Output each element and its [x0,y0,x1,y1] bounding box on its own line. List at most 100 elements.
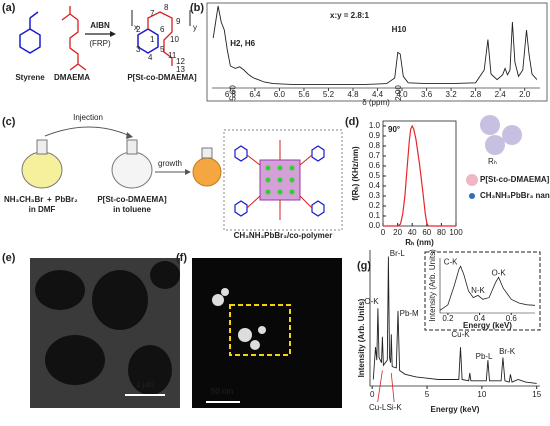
x-tick-label: 0 [381,228,386,237]
atom-label: 12 [176,57,185,66]
label: Injection [73,113,103,122]
y-tick-label: 0.7 [369,151,381,160]
x-tick-label: 0 [370,390,375,399]
integral: 2.00 [394,85,403,101]
y-tick-label: 0.9 [369,131,381,140]
subscript: y [193,23,197,32]
plot-frame [382,120,457,227]
x-axis-label: Rₕ (nm) [405,238,434,247]
x-tick-label: 6.4 [249,90,261,99]
x-tick-label: 40 [408,228,417,237]
scheme-a [19,6,191,71]
panel-label: (d) [345,116,359,128]
x-tick-label: 10 [477,390,486,399]
y-tick-label: 0.8 [369,141,381,150]
x-tick-label: 20 [393,228,402,237]
y-axis-label: Intensity (Arb. Units) [357,298,366,377]
atom-label: 11 [168,51,177,60]
spectrum [372,256,537,384]
y-tick-label: 0.1 [369,211,381,220]
label: in toluene [113,205,151,214]
x-tick-label: 6.8 [225,90,237,99]
atom-label: 2 [136,25,141,34]
annotation: 90° [388,125,400,134]
label: CH₃NH₃PbBr₃/co-polymer [234,231,333,240]
peak-label: C-K [444,258,458,267]
x-tick-label: 4.8 [347,90,359,99]
atom-label: 8 [164,3,169,12]
peak-label: Si-K [387,403,403,412]
label: DMAEMA [54,73,90,82]
label: P[St-co-DMAEMA] [127,73,197,82]
x-tick-label: 60 [422,228,431,237]
panel-label: (a) [2,2,16,14]
peak-label: Cu-K [451,330,470,339]
x-tick-label: 2.0 [519,90,531,99]
panel-label: (f) [176,252,187,264]
peak-label: O-K [364,297,379,306]
subscript: x [134,23,138,32]
y-tick-label: 0.4 [369,181,381,190]
label: in DMF [29,205,56,214]
x-axis-label: δ (ppm) [362,98,390,107]
x-tick-label: 6.0 [274,90,286,99]
label: PbBr₂ [55,195,78,204]
inset-axes [439,258,535,314]
x-tick-label: 2.4 [495,90,507,99]
x-tick-label: 3.6 [421,90,433,99]
x-tick-label: 0.2 [442,314,454,323]
panel-label: (g) [357,260,371,272]
tem-holes [35,261,180,395]
x-tick-label: 5.6 [298,90,310,99]
atom-label: 3 [136,45,141,54]
x-axis-label: Energy (keV) [431,405,480,414]
label: + [47,195,52,204]
atom-label: 5 [160,45,165,54]
frame-b [206,2,548,102]
x-tick-label: 0.4 [474,314,486,323]
atom-label: 10 [170,35,179,44]
atom-label: 13 [176,65,185,74]
atom-label: 7 [150,9,155,18]
x-tick-label: 4.0 [396,90,408,99]
distribution-curve [383,124,456,227]
peak-label: Br-K [499,347,516,356]
scheme-c [21,126,343,231]
peak-label: Cu-L [369,403,387,412]
atom-label: 1 [150,35,155,44]
label: 50 nm [211,387,234,396]
x-tick-label: 2.8 [470,90,482,99]
y-tick-label: 0.2 [369,201,381,210]
label: AIBN [90,21,110,30]
label: Styrene [15,73,45,82]
y-tick-label: 0.0 [369,221,381,230]
legend-entry: CH₃NH₃PbBr₃ nano-crystals [480,191,550,200]
integral: 5.60 [229,85,238,101]
panel-label: (c) [2,116,16,128]
y-tick-label: 0.6 [369,161,381,170]
axes [369,250,540,387]
label: 1 μm [136,380,154,389]
peak-label: Pb-M [400,309,419,318]
y-tick-label: 1.0 [369,121,381,130]
pointer [377,370,395,403]
annotation: x:y = 2.8:1 [330,11,369,20]
panel-label: (b) [190,2,204,14]
peak-label: O-K [491,269,506,278]
selection-box [229,304,291,356]
panel-label: (e) [2,252,16,264]
x-axis-label: Energy (keV) [463,321,512,330]
peak-label: Pb-L [476,352,493,361]
inset-frame [424,251,541,331]
particles [212,288,266,350]
x-tick-label: 5 [425,390,430,399]
y-axis-label: f(Rₕ) (KHz/nm) [351,146,360,201]
atom-label: 9 [176,17,181,26]
peak-label: H10 [392,25,407,34]
peak-label: N-K [471,286,485,295]
x-tick-label: 100 [449,228,463,237]
inset-label: Rₕ [488,157,497,166]
y-tick-label: 0.5 [369,171,381,180]
haadf-image [192,258,342,408]
